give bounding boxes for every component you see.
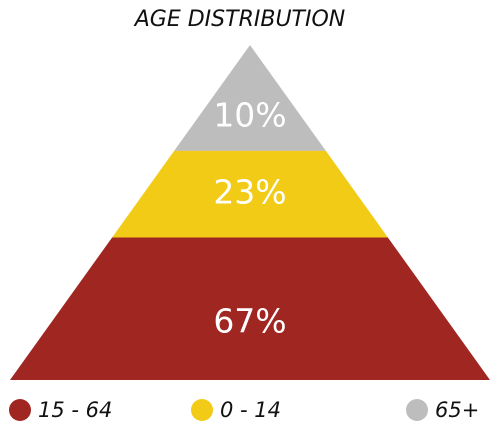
pyramid-segment — [112, 150, 388, 238]
value-label: 23% — [213, 173, 286, 212]
value-label: 67% — [213, 301, 286, 340]
pyramid-segment — [10, 237, 490, 380]
pyramid-segment — [174, 45, 326, 151]
legend-swatch — [406, 399, 428, 421]
legend-label: 65+ — [435, 398, 479, 422]
legend-label: 0 - 14 — [220, 398, 281, 422]
chart-title: AGE DISTRIBUTION — [133, 7, 346, 32]
legend-swatch — [9, 399, 31, 421]
value-label: 10% — [213, 96, 286, 135]
legend-swatch — [191, 399, 213, 421]
legend-label: 15 - 64 — [38, 398, 112, 422]
